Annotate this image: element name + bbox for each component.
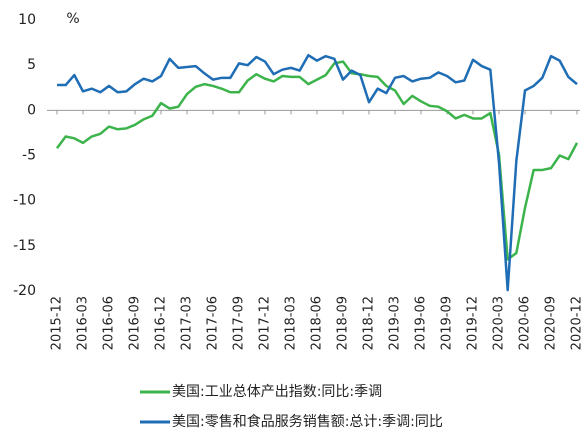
x-tick-label: 2020-12 bbox=[570, 296, 585, 350]
x-tick-label: 2017-09 bbox=[232, 296, 247, 350]
x-tick-label: 2016-06 bbox=[102, 296, 117, 350]
x-tick-label: 2017-06 bbox=[206, 296, 221, 350]
x-tick-label: 2016-03 bbox=[76, 296, 91, 350]
x-tick-label: 2019-09 bbox=[440, 296, 455, 350]
legend-label: 美国:工业总体产出指数:同比:季调 bbox=[172, 384, 382, 400]
y-tick-label: 10 bbox=[18, 12, 36, 28]
x-tick-label: 2018-03 bbox=[284, 296, 299, 350]
x-tick-label: 2018-06 bbox=[310, 296, 325, 350]
x-tick-label: 2017-12 bbox=[258, 296, 273, 350]
unit-label: % bbox=[66, 11, 79, 27]
series-line bbox=[55, 60, 579, 261]
x-tick-label: 2019-12 bbox=[466, 296, 481, 350]
y-tick-label: 5 bbox=[27, 57, 36, 73]
x-tick-label: 2016-09 bbox=[128, 296, 143, 350]
y-tick-label: -10 bbox=[13, 193, 36, 209]
y-tick-label: -5 bbox=[22, 148, 36, 164]
x-tick-label: 2018-09 bbox=[336, 296, 351, 350]
x-tick-label: 2020-06 bbox=[518, 296, 533, 350]
x-tick-label: 2018-12 bbox=[362, 296, 377, 350]
series-line bbox=[57, 53, 578, 292]
x-tick-label: 2020-03 bbox=[492, 296, 507, 350]
y-tick-label: -20 bbox=[13, 283, 36, 299]
x-tick-label: 2019-03 bbox=[388, 296, 403, 350]
legend-label: 美国:零售和食品服务销售额:总计:季调:同比 bbox=[172, 413, 443, 430]
x-tick-label: 2015-12 bbox=[50, 296, 65, 350]
x-tick-label: 2020-09 bbox=[544, 296, 559, 350]
y-tick-label: -15 bbox=[13, 238, 36, 254]
x-tick-label: 2016-12 bbox=[154, 296, 169, 350]
y-tick-label: 0 bbox=[27, 102, 36, 118]
x-tick-label: 2019-06 bbox=[414, 296, 429, 350]
x-tick-label: 2017-03 bbox=[180, 296, 195, 350]
